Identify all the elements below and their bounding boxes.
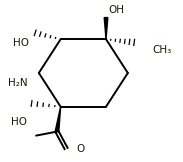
Text: CH₃: CH₃	[152, 45, 172, 55]
Polygon shape	[104, 17, 108, 39]
Text: OH: OH	[109, 5, 125, 15]
Text: HO: HO	[13, 38, 29, 48]
Text: HO: HO	[11, 117, 27, 127]
Polygon shape	[55, 107, 61, 132]
Text: O: O	[76, 144, 84, 154]
Text: H₂N: H₂N	[8, 78, 28, 88]
